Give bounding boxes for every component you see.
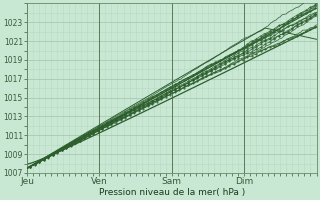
X-axis label: Pression niveau de la mer( hPa ): Pression niveau de la mer( hPa ) bbox=[99, 188, 245, 197]
